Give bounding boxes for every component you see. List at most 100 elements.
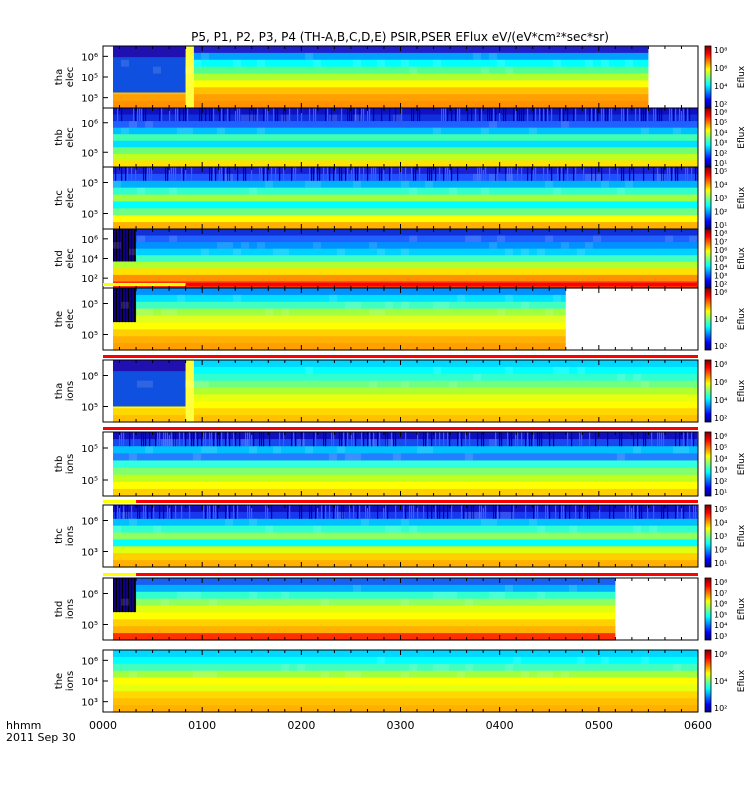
heatmap-band: [113, 446, 698, 454]
noise-stripe: [128, 578, 129, 613]
noise-stripe: [503, 108, 505, 122]
noise-stripe: [243, 167, 245, 181]
status-bar: [185, 283, 698, 286]
noise-stripe: [121, 505, 123, 519]
texture-cell: [321, 670, 329, 678]
texture-cell: [201, 52, 209, 60]
noise-stripe: [387, 505, 389, 519]
y-tick-label: 10⁵: [81, 94, 98, 105]
noise-stripe: [149, 432, 151, 447]
noise-stripe: [131, 505, 133, 519]
heatmap-band: [113, 242, 698, 250]
noise-stripe: [419, 108, 421, 122]
noise-stripe: [411, 108, 413, 122]
texture-cell: [641, 127, 649, 135]
texture-cell: [401, 518, 409, 526]
heatmap-band: [113, 698, 698, 706]
noise-stripe: [673, 167, 675, 181]
texture-cell: [281, 591, 289, 599]
noise-stripe: [217, 505, 219, 519]
noise-stripe: [235, 432, 237, 447]
noise-stripe: [313, 108, 315, 122]
noise-stripe: [659, 432, 661, 447]
noise-stripe: [145, 432, 147, 447]
noise-stripe: [143, 167, 145, 181]
noise-stripe: [145, 167, 147, 181]
texture-cell: [137, 187, 145, 195]
texture-cell: [673, 663, 681, 671]
noise-stripe: [385, 432, 387, 447]
texture-cell: [441, 663, 449, 671]
noise-stripe: [687, 167, 689, 181]
noise-stripe: [679, 432, 681, 447]
texture-cell: [169, 439, 177, 447]
noise-stripe: [269, 432, 271, 447]
noise-stripe: [279, 167, 281, 181]
colorbar-tick-label: 10³: [714, 139, 727, 148]
noise-stripe: [259, 432, 261, 447]
texture-cell: [553, 187, 561, 195]
noise-stripe: [385, 505, 387, 519]
noise-stripe: [119, 578, 120, 613]
noise-stripe: [129, 432, 131, 447]
noise-stripe: [533, 167, 535, 181]
y-axis-label-probe: thc: [54, 190, 65, 206]
heatmap-band: [113, 401, 698, 409]
noise-stripe: [185, 167, 187, 181]
status-bar: [136, 573, 699, 576]
heatmap-band: [113, 66, 649, 75]
noise-stripe: [495, 505, 497, 519]
colorbar-tick-label: 10²: [714, 414, 727, 423]
y-axis-label-species: elec: [65, 309, 76, 330]
noise-stripe: [661, 432, 663, 447]
noise-stripe: [675, 505, 677, 519]
y-tick-label: 10⁶: [81, 517, 98, 528]
colorbar-tick-label: 10⁸: [714, 46, 727, 55]
noise-stripe: [611, 108, 613, 122]
noise-stripe: [639, 108, 641, 122]
noise-stripe: [647, 108, 649, 122]
noise-stripe: [263, 108, 265, 122]
noise-stripe: [143, 505, 145, 519]
noise-stripe: [343, 432, 345, 447]
noise-stripe: [333, 432, 335, 447]
noise-stripe: [491, 108, 493, 122]
noise-stripe: [377, 432, 379, 447]
noise-stripe: [523, 108, 525, 122]
noise-stripe: [539, 108, 541, 122]
noise-stripe: [323, 432, 325, 447]
y-axis-label: thbelec: [54, 127, 76, 148]
heatmap-band: [113, 380, 698, 389]
colorbar-tick-label: 10⁴: [714, 454, 727, 463]
noise-stripe: [149, 167, 151, 181]
noise-stripe: [651, 432, 653, 447]
noise-stripe: [459, 108, 461, 122]
texture-cell: [121, 598, 129, 606]
noise-stripe: [439, 505, 441, 519]
y-tick-label: 10⁶: [81, 119, 98, 130]
texture-cell: [385, 301, 393, 309]
colorbar-tick-label: 10⁷: [714, 238, 727, 247]
heatmap-band: [113, 268, 698, 276]
texture-cell: [465, 453, 473, 461]
texture-cell: [201, 670, 209, 678]
noise-stripe: [219, 108, 221, 122]
noise-stripe: [593, 108, 595, 122]
time-axis: 0000 0100 0200 0300 0400 0500 0600: [89, 719, 712, 732]
panel-thd-elec: 10⁶10⁴10²thdelec10⁸10⁷10⁶10⁵10⁴10³10²Efl…: [54, 228, 747, 289]
noise-stripe: [357, 167, 359, 181]
noise-stripe: [663, 167, 665, 181]
texture-cell: [129, 453, 137, 461]
noise-stripe: [535, 505, 537, 519]
noise-stripe: [621, 167, 623, 181]
texture-cell: [321, 598, 329, 606]
noise-stripe: [443, 432, 445, 447]
noise-stripe: [299, 505, 301, 519]
noise-stripe: [173, 167, 175, 181]
heatmap-band: [113, 59, 649, 68]
noise-stripe: [227, 432, 229, 447]
texture-cell: [129, 248, 137, 256]
noise-stripe: [169, 167, 171, 181]
noise-stripe: [629, 505, 631, 519]
texture-cell: [473, 373, 481, 381]
